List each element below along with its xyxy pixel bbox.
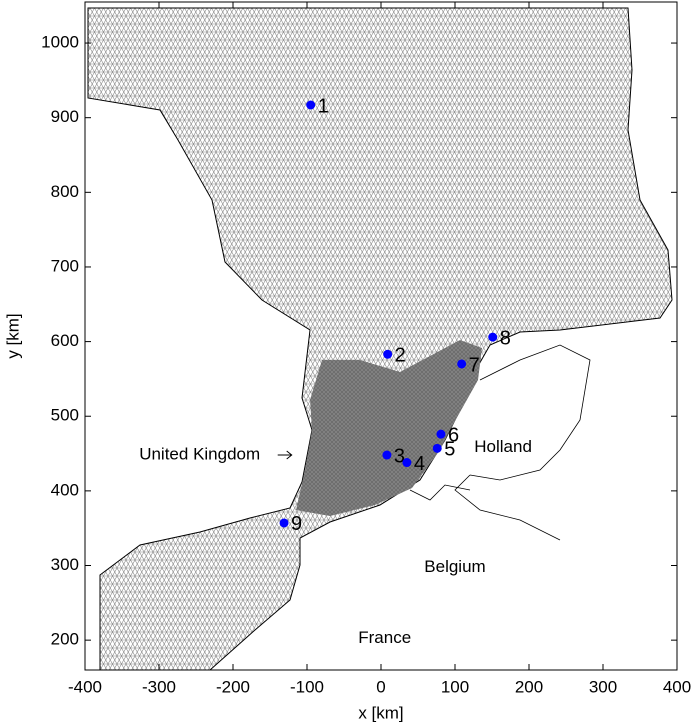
y-tick-label: 200 [51,630,79,649]
station-label: 6 [448,424,459,446]
y-tick-label: 600 [51,331,79,350]
y-tick-label: 700 [51,256,79,275]
x-tick-label: 200 [515,677,543,696]
y-tick-label: 400 [51,480,79,499]
x-tick-label: -100 [290,677,324,696]
station-label: 4 [414,453,425,475]
station-point [436,429,446,439]
station-label: 5 [444,439,455,461]
y-tick-label: 800 [51,182,79,201]
x-tick-label: -200 [216,677,250,696]
x-tick-label: 300 [589,677,617,696]
station-point [383,349,393,359]
y-tick-label: 1000 [41,33,79,52]
sea-mesh [87,7,673,671]
x-tick-label: -400 [68,677,102,696]
station-label: 7 [469,354,480,376]
region-label: France [358,628,411,647]
station-point [432,443,442,453]
x-axis-label: x [km] [358,703,403,722]
y-axis-label: y [km] [3,313,22,358]
x-tick-label: 400 [663,677,691,696]
station-label: 1 [318,95,329,117]
x-tick-label: 100 [441,677,469,696]
fine-mesh [296,340,482,516]
station-label: 3 [394,445,405,467]
station-label: 2 [395,345,406,367]
station-label: 9 [291,513,302,535]
coastline [409,344,591,541]
mesh [87,7,673,671]
station-point [488,332,498,342]
y-tick-label: 300 [51,555,79,574]
station-point [279,518,289,528]
y-tick-label: 900 [51,107,79,126]
region-label: United Kingdom [139,445,260,464]
station-point [306,100,316,110]
annotation-arrow [277,450,293,460]
station-point [402,458,412,468]
x-tick-label: 0 [376,677,385,696]
x-tick-label: -300 [142,677,176,696]
y-tick-label: 500 [51,406,79,425]
station-label: 8 [500,327,511,349]
station-point [382,450,392,460]
region-label: Belgium [424,557,485,576]
station-point [457,359,467,369]
region-label: Holland [474,437,532,456]
